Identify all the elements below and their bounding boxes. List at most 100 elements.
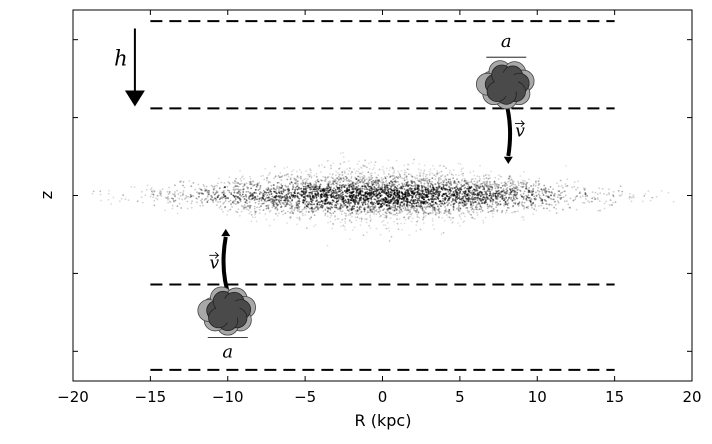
disk-star [456, 187, 459, 190]
disk-star [445, 187, 448, 190]
disk-star [503, 203, 506, 205]
disk-star [296, 170, 298, 173]
disk-star [185, 196, 188, 199]
disk-star [313, 214, 316, 217]
disk-star [226, 185, 229, 188]
disk-star [179, 181, 182, 183]
disk-star [463, 203, 465, 205]
disk-star [363, 180, 366, 183]
disk-star [335, 203, 337, 206]
disk-star [378, 216, 381, 218]
disk-star [153, 204, 156, 207]
disk-star [414, 202, 417, 205]
disk-star [416, 215, 419, 218]
disk-star [444, 192, 447, 195]
disk-star [275, 199, 277, 202]
disk-star [354, 203, 357, 206]
disk-star [357, 201, 359, 204]
disk-star [416, 179, 419, 182]
disk-star [296, 200, 299, 203]
disk-star [506, 189, 509, 192]
disk-star [179, 181, 182, 183]
disk-star [287, 203, 290, 206]
disk-star [353, 185, 355, 187]
disk-star [439, 200, 442, 203]
disk-star [557, 185, 560, 188]
disk-star [437, 209, 439, 211]
disk-star [408, 234, 411, 237]
disk-star [394, 194, 397, 197]
disk-star [124, 198, 127, 201]
disk-star [367, 171, 370, 174]
disk-star [310, 186, 313, 189]
disk-star [410, 188, 413, 190]
disk-star [348, 208, 351, 211]
disk-star [393, 192, 396, 195]
disk-star [383, 192, 386, 195]
disk-star [315, 205, 318, 208]
disk-star [392, 213, 395, 216]
disk-star [152, 189, 155, 192]
disk-star [224, 200, 227, 202]
disk-star [414, 196, 417, 199]
disk-star [383, 198, 385, 201]
disk-star [298, 217, 301, 220]
disk-star [274, 196, 277, 199]
disk-star [176, 189, 179, 192]
disk-star [459, 198, 461, 201]
disk-star [399, 208, 402, 211]
disk-star [316, 179, 318, 182]
disk-star [473, 193, 475, 196]
disk-star [174, 195, 177, 198]
disk-star [445, 214, 448, 217]
disk-star [297, 210, 299, 213]
disk-star [494, 187, 497, 190]
disk-star [456, 183, 459, 186]
disk-star [219, 205, 222, 208]
disk-star [501, 194, 503, 197]
disk-star [483, 202, 486, 205]
disk-star [392, 185, 394, 187]
disk-star [348, 202, 351, 205]
disk-star [483, 201, 486, 204]
disk-star [359, 187, 362, 190]
disk-star [542, 188, 545, 191]
disk-star [313, 183, 316, 186]
disk-star [290, 205, 293, 208]
disk-star [311, 193, 313, 196]
disk-star [234, 185, 237, 188]
disk-star [341, 191, 344, 194]
disk-star [432, 194, 435, 197]
disk-star [351, 212, 354, 214]
disk-star [243, 195, 246, 198]
disk-star [168, 191, 171, 193]
disk-star [557, 200, 559, 203]
disk-star [314, 207, 317, 210]
disk-star [310, 216, 312, 219]
disk-star [348, 186, 351, 189]
disk-star [454, 200, 457, 203]
disk-star [327, 183, 330, 186]
disk-star [603, 192, 605, 195]
disk-star [491, 189, 493, 191]
disk-star [404, 191, 407, 194]
disk-star [357, 175, 360, 178]
disk-star [298, 206, 301, 208]
disk-star [401, 228, 403, 231]
disk-star [351, 229, 354, 232]
disk-star [452, 194, 455, 197]
disk-star [337, 194, 340, 196]
disk-star [374, 205, 377, 207]
disk-star [593, 196, 596, 199]
disk-star [341, 218, 344, 221]
disk-star [359, 188, 361, 191]
disk-star [346, 192, 349, 195]
disk-star [208, 189, 210, 192]
disk-star [376, 203, 379, 206]
disk-star [120, 197, 123, 200]
disk-star [487, 211, 490, 214]
disk-star [360, 217, 363, 219]
disk-star [395, 159, 398, 162]
disk-star [505, 188, 508, 191]
disk-star [455, 201, 458, 204]
